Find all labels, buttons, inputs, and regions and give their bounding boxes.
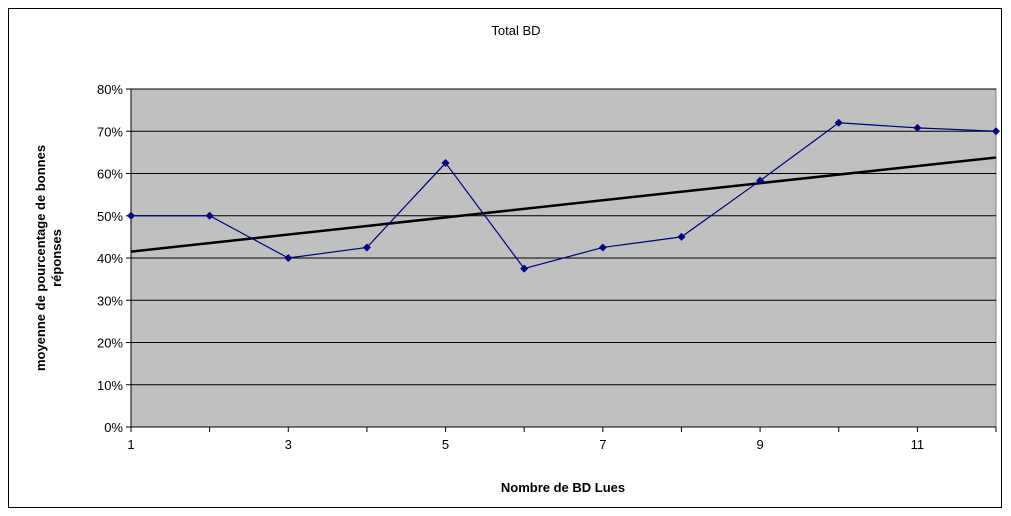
y-tick-label: 70% [97, 124, 123, 139]
y-axis-ticks: 0% 10% 20% 30% 40% 50% 60% 70% 80% [97, 82, 131, 435]
data-point [677, 232, 686, 241]
series-group [127, 118, 1000, 273]
data-point [756, 176, 765, 185]
series-line [131, 122, 997, 270]
trendline [130, 156, 997, 253]
data-point [441, 158, 450, 167]
y-tick-label: 50% [97, 209, 123, 224]
y-tick-label: 40% [97, 251, 123, 266]
x-tick-label: 5 [442, 437, 449, 452]
data-point [205, 211, 214, 220]
data-point [913, 123, 922, 132]
y-tick-label: 10% [97, 378, 123, 393]
y-tick-label: 0% [104, 420, 123, 435]
data-point [127, 211, 135, 220]
data-point [992, 127, 1000, 136]
data-point [520, 264, 529, 273]
data-point [362, 243, 371, 252]
y-axis-label-line-1: moyenne de pourcentage de bonnes [33, 145, 48, 371]
x-tick-label: 11 [911, 437, 925, 452]
y-tick-label: 30% [97, 293, 123, 308]
x-tick-label: 3 [285, 437, 292, 452]
y-tick-label: 20% [97, 336, 123, 351]
x-axis-label: Nombre de BD Lues [501, 480, 625, 495]
x-tick-label: 9 [756, 437, 763, 452]
x-tick-label: 1 [127, 437, 134, 452]
data-point [834, 118, 843, 127]
x-axis-ticks: 1 3 5 7 9 11 [127, 427, 997, 452]
y-tick-label: 80% [97, 82, 123, 97]
data-point [284, 254, 293, 262]
chart-title: Total BD [491, 23, 540, 38]
x-tick-label: 7 [599, 437, 606, 452]
y-tick-label: 60% [97, 167, 123, 182]
trendline-group [130, 156, 997, 253]
gridlines [131, 88, 996, 386]
y-axis-label-line-2: réponses [49, 229, 64, 287]
data-point [598, 243, 607, 252]
